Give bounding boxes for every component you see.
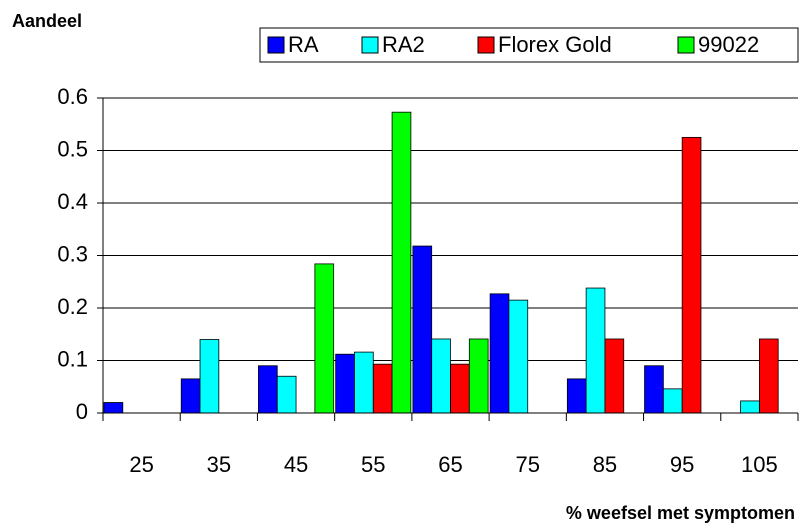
- x-tick-label: 35: [207, 452, 231, 477]
- bar: [199, 339, 220, 414]
- x-tick-label: 105: [741, 452, 778, 477]
- bar: [489, 293, 510, 414]
- bar: [354, 351, 374, 414]
- bar: [566, 378, 587, 414]
- x-tick-label: 25: [129, 452, 153, 477]
- bar: [585, 287, 606, 414]
- legend-label: RA2: [382, 32, 425, 57]
- x-tick-label: 95: [670, 452, 694, 477]
- bar: [468, 338, 489, 414]
- y-tick-label: 0.5: [57, 136, 88, 161]
- bar: [276, 375, 297, 414]
- bar: [314, 263, 335, 414]
- legend-swatch: [361, 36, 379, 54]
- x-axis-label: % weefsel met symptomen: [566, 503, 795, 523]
- y-tick-label: 0: [76, 399, 88, 424]
- bar: [431, 338, 451, 414]
- bar: [644, 365, 664, 414]
- legend-label: Florex Gold: [498, 32, 612, 57]
- y-tick-label: 0.3: [57, 241, 88, 266]
- y-tick-label: 0.2: [57, 294, 88, 319]
- bar: [758, 338, 779, 414]
- bar: [662, 388, 683, 414]
- bar: [103, 402, 124, 414]
- x-tick-label: 65: [438, 452, 462, 477]
- bar: [681, 136, 702, 414]
- y-axis-label: Aandeel: [12, 11, 82, 31]
- legend-label: RA: [288, 32, 319, 57]
- legend-label: 99022: [698, 32, 759, 57]
- bar: [740, 400, 760, 414]
- bar: [258, 365, 278, 414]
- bar: [604, 338, 625, 414]
- legend-box: [259, 27, 799, 63]
- bar: [450, 363, 470, 414]
- x-tick-label: 85: [593, 452, 617, 477]
- bar: [372, 363, 393, 414]
- legend-swatch: [677, 36, 695, 54]
- y-tick-label: 0.4: [57, 189, 88, 214]
- bar: [180, 378, 201, 414]
- x-tick-label: 45: [284, 452, 308, 477]
- y-tick-label: 0.1: [57, 346, 88, 371]
- x-tick-label: 55: [361, 452, 385, 477]
- bar: [391, 111, 412, 414]
- bar: [412, 245, 433, 414]
- legend-swatch: [477, 36, 495, 54]
- legend-swatch: [267, 36, 285, 54]
- bar: [508, 299, 529, 414]
- y-tick-label: 0.6: [57, 84, 88, 109]
- x-tick-label: 75: [515, 452, 539, 477]
- bar: [335, 353, 355, 414]
